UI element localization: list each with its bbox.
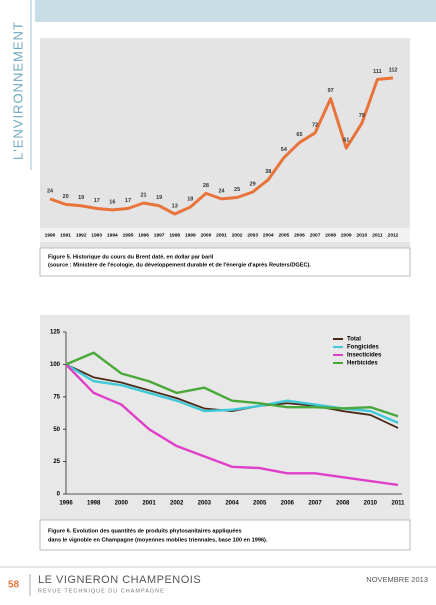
page-number: 58: [8, 580, 20, 591]
x-tick-label: 2010: [356, 232, 367, 238]
data-label: 72: [312, 122, 318, 128]
legend-label: Insecticides: [347, 353, 382, 359]
data-label: 38: [265, 169, 271, 175]
x-tick-label: 2009: [341, 232, 352, 238]
x-tick-label: 1999: [185, 232, 196, 238]
sidebar: [0, 0, 31, 170]
caption: Figure 5. Historique du cours du Brent d…: [48, 254, 214, 260]
chart2-bg: [40, 315, 410, 520]
y-tick-label: 125: [50, 330, 61, 336]
y-tick-label: 0: [57, 492, 61, 498]
data-label: 17: [94, 198, 100, 204]
x-tick-label: 2012: [388, 232, 399, 238]
x-tick-label: 1997: [154, 232, 165, 238]
x-tick-label: 2007: [308, 501, 322, 507]
data-label: 19: [156, 195, 162, 201]
data-line: [49, 76, 394, 216]
caption: Figure 6. Evolution des quantités de pro…: [48, 528, 242, 534]
data-label: 25: [234, 187, 240, 193]
footer-title: LE VIGNERON CHAMPENOIS: [38, 574, 201, 586]
x-tick-label: 2004: [263, 232, 274, 238]
footer-subtitle: REVUE TECHNIQUE DU CHAMPAGNE: [38, 588, 165, 594]
x-tick-label: 2006: [294, 232, 305, 238]
x-tick-label: 2002: [170, 501, 184, 507]
data-label: 19: [78, 195, 84, 201]
data-label: 97: [328, 88, 334, 94]
x-tick-label: 2001: [142, 501, 156, 507]
data-line: [65, 351, 399, 418]
chart2-caption-box: [39, 519, 411, 551]
x-tick-label: 1994: [107, 232, 118, 238]
x-tick-label: 2008: [325, 232, 336, 238]
chart1-axis-strip: [40, 228, 410, 242]
x-tick-label: 2008: [336, 501, 350, 507]
y-tick-label: 50: [53, 427, 60, 433]
footer-date: NOVEMBRE 2013: [366, 575, 428, 584]
section-title: L'ENVIRONNEMENT: [10, 21, 25, 160]
legend-label: Total: [347, 337, 361, 343]
caption: (source : Ministère de l'écologie, du dé…: [48, 262, 311, 268]
x-tick-label: 2000: [201, 232, 212, 238]
x-tick-label: 1990: [45, 232, 56, 238]
data-label: 111: [373, 69, 382, 75]
x-tick-label: 1993: [91, 232, 102, 238]
caption: dans le vignoble en Champagne (moyennes …: [48, 537, 268, 543]
data-line: [65, 363, 399, 429]
x-tick-label: 2005: [253, 501, 267, 507]
data-label: 13: [172, 203, 178, 209]
x-tick-label: 1996: [59, 501, 73, 507]
x-tick-label: 2005: [279, 232, 290, 238]
data-label: 24: [218, 188, 225, 194]
x-tick-label: 1998: [169, 232, 180, 238]
data-label: 79: [359, 113, 365, 119]
y-tick-label: 25: [53, 459, 60, 465]
legend-label: Herbicides: [347, 361, 378, 367]
data-label: 18: [187, 197, 193, 203]
x-tick-label: 1991: [60, 232, 71, 238]
data-label: 65: [296, 132, 302, 138]
x-tick-label: 2001: [216, 232, 227, 238]
x-tick-label: 1996: [138, 232, 149, 238]
data-label: 29: [250, 181, 256, 187]
data-label: 61: [343, 138, 349, 144]
x-tick-label: 2010: [364, 501, 378, 507]
x-tick-label: 2004: [225, 501, 239, 507]
data-label: 21: [140, 192, 146, 198]
top-banner: [35, 0, 436, 22]
data-label: 54: [281, 147, 288, 153]
x-tick-label: 1995: [123, 232, 134, 238]
x-tick-label: 2003: [198, 501, 212, 507]
y-tick-label: 75: [53, 394, 60, 400]
x-tick-label: 1998: [87, 501, 101, 507]
x-tick-label: 2011: [372, 232, 383, 238]
x-tick-label: 2007: [310, 232, 321, 238]
x-tick-label: 2006: [281, 501, 295, 507]
legend-label: Fongicides: [347, 345, 379, 351]
x-tick-label: 2003: [247, 232, 258, 238]
x-tick-label: 2002: [232, 232, 243, 238]
data-label: 24: [47, 188, 54, 194]
data-label: 17: [125, 198, 131, 204]
data-label: 20: [63, 194, 69, 200]
y-tick-label: 100: [50, 362, 61, 368]
x-tick-label: 2011: [391, 501, 405, 507]
chart1-caption-box: [39, 247, 411, 277]
x-tick-label: 1992: [76, 232, 87, 238]
data-label: 28: [203, 183, 209, 189]
data-label: 16: [109, 199, 115, 205]
data-line: [65, 363, 399, 487]
chart1-bg: [40, 38, 410, 248]
x-tick-label: 2000: [115, 501, 129, 507]
data-label: 112: [389, 67, 398, 73]
